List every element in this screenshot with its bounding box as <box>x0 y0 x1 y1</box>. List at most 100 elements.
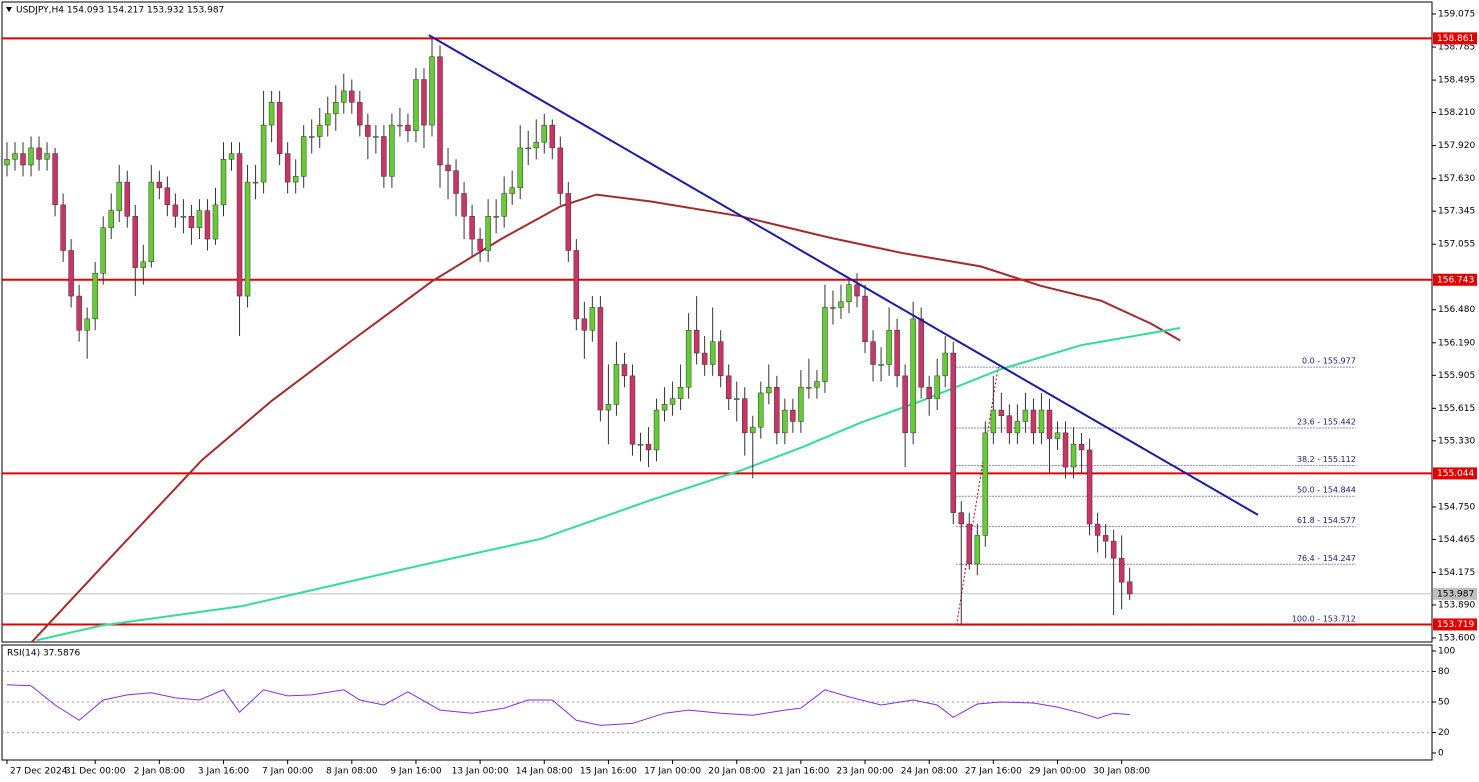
candle-body <box>1062 432 1069 468</box>
candle-body <box>156 181 163 189</box>
candle-body <box>316 124 323 137</box>
candle-body <box>934 375 940 399</box>
y-tick-label: 20 <box>1438 728 1450 738</box>
rsi-line <box>6 684 1130 726</box>
candle-body <box>357 102 363 126</box>
candle-body <box>1046 409 1053 439</box>
candle-body <box>685 330 692 388</box>
candle-body <box>20 153 26 166</box>
candle-body <box>341 90 347 103</box>
y-tick-label: 80 <box>1438 667 1450 677</box>
moving-average <box>31 193 1181 643</box>
y-tick-label: 157.920 <box>1438 141 1475 151</box>
candle-body <box>172 204 179 217</box>
candle-body <box>846 284 852 303</box>
fib-label: 50.0 - 154.844 <box>1297 486 1356 495</box>
x-tick-label: 20 Jan 08:00 <box>708 767 765 777</box>
candle-body <box>429 56 435 126</box>
candle-body <box>509 187 515 194</box>
candle-body <box>998 409 1005 416</box>
candle-body <box>677 387 684 399</box>
candle-body <box>629 375 636 445</box>
candle-body <box>822 307 828 382</box>
x-tick-label: 7 Jan 00:00 <box>262 767 314 777</box>
candle-body <box>894 330 900 377</box>
candle-body <box>292 176 299 183</box>
candle-body <box>886 330 892 365</box>
candle-body <box>76 295 82 331</box>
moving-average <box>36 327 1181 642</box>
candle-body <box>982 432 989 536</box>
candle-body <box>12 153 18 160</box>
candle-body <box>92 273 98 320</box>
candle-body <box>758 392 764 428</box>
candle-body <box>613 364 620 405</box>
x-tick-label: 27 Jan 16:00 <box>965 767 1022 777</box>
candle-body <box>1110 540 1117 559</box>
candle-body <box>589 307 596 331</box>
level-label-bg <box>1433 467 1477 480</box>
x-tick-label: 30 Jan 08:00 <box>1093 767 1150 777</box>
fib-label: 100.0 - 153.712 <box>1292 615 1356 624</box>
candle-body <box>60 204 66 251</box>
candle-body <box>228 153 235 160</box>
y-tick-label: 155.330 <box>1438 436 1475 446</box>
candle-body <box>84 318 90 331</box>
fib-label: 0.0 - 155.977 <box>1302 357 1356 366</box>
price-pane <box>1 1 1433 643</box>
candle-body <box>469 216 475 240</box>
candle-body <box>581 318 588 331</box>
level-label-bg <box>1433 273 1477 286</box>
candle-body <box>517 147 523 189</box>
x-tick-label: 9 Jan 16:00 <box>390 767 442 777</box>
candle-body <box>814 381 820 388</box>
candle-body <box>196 210 203 228</box>
candle-body <box>333 102 339 114</box>
candle-body <box>1078 443 1085 451</box>
candle-body <box>204 210 211 240</box>
candle-body <box>493 216 499 218</box>
candle-body <box>693 330 700 354</box>
y-tick-label: 155.615 <box>1438 404 1475 414</box>
candle-body <box>276 102 283 154</box>
candle-body <box>637 443 644 446</box>
last-price-label: 153.987 <box>1437 589 1474 599</box>
candle-body <box>557 147 564 194</box>
x-tick-label: 31 Dec 00:00 <box>65 767 126 777</box>
candle-body <box>116 181 122 211</box>
y-tick-label: 159.075 <box>1438 9 1475 19</box>
candle-body <box>437 56 443 166</box>
candle-body <box>910 318 916 434</box>
candle-body <box>421 79 427 126</box>
level-label: 155.044 <box>1437 469 1474 479</box>
candle-body <box>950 352 956 513</box>
candle-body <box>806 387 812 389</box>
candle-body <box>661 404 668 411</box>
x-tick-label: 14 Jan 08:00 <box>516 767 573 777</box>
candle-body <box>742 398 748 434</box>
fib-label: 61.8 - 154.577 <box>1297 516 1356 525</box>
candle-body <box>653 409 660 451</box>
candle-body <box>1118 557 1125 583</box>
candle-body <box>325 113 331 126</box>
x-tick-label: 17 Jan 00:00 <box>644 767 701 777</box>
candle-body <box>878 364 884 366</box>
y-tick-label: 100 <box>1438 647 1455 657</box>
candle-body <box>621 364 628 377</box>
candle-body <box>4 159 10 166</box>
level-label: 156.743 <box>1437 275 1474 285</box>
candle-body <box>766 387 772 394</box>
candle-body <box>1038 409 1045 434</box>
candle-body <box>669 398 676 405</box>
candle-body <box>1126 581 1133 595</box>
y-tick-label: 157.055 <box>1438 240 1475 250</box>
candle-body <box>1006 415 1013 434</box>
candle-body <box>100 227 106 274</box>
candle-body <box>709 341 716 365</box>
candle-body <box>830 307 836 309</box>
candle-body <box>774 387 780 434</box>
candle-body <box>990 409 997 434</box>
candle-body <box>1094 523 1101 536</box>
y-tick-label: 154.465 <box>1438 535 1475 545</box>
candle-body <box>1102 535 1109 542</box>
